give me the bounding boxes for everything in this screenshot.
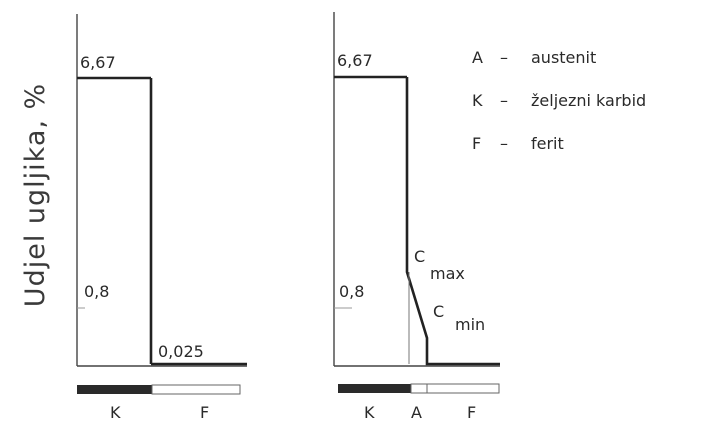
- right-bar-karbid: [338, 384, 411, 393]
- c-min-sub: min: [455, 315, 485, 334]
- legend-key-f: F: [472, 134, 481, 153]
- left-bar-karbid: [77, 385, 152, 394]
- legend-text-k: željezni karbid: [531, 91, 646, 110]
- legend-text-a: austenit: [531, 48, 596, 67]
- left-panel: 6,67 0,8 0,025 K F: [76, 14, 247, 422]
- left-value-low: 0,025: [158, 342, 204, 361]
- c-min-letter: C: [433, 302, 444, 321]
- legend-dash-k: –: [500, 91, 508, 110]
- right-bar-ferit: [426, 383, 500, 394]
- legend-key-a: A: [472, 48, 483, 67]
- left-value-mid: 0,8: [84, 282, 109, 301]
- right-bar-label-f: F: [467, 403, 476, 422]
- left-value-top: 6,67: [80, 53, 116, 72]
- left-bar-label-k: K: [110, 403, 121, 422]
- y-axis-label: Udjel ugljika, %: [20, 83, 51, 307]
- left-bar-label-f: F: [200, 403, 209, 422]
- right-bar-austenit: [410, 383, 428, 394]
- legend-dash-a: –: [500, 48, 508, 67]
- legend-text-f: ferit: [531, 134, 564, 153]
- left-bar-ferit: [151, 384, 241, 395]
- legend: A – austenit K – željezni karbid F – fer…: [472, 48, 646, 153]
- right-bar-label-a: A: [411, 403, 422, 422]
- right-value-top: 6,67: [337, 51, 373, 70]
- legend-dash-f: –: [500, 134, 508, 153]
- right-value-mid: 0,8: [339, 282, 364, 301]
- right-bar-label-k: K: [364, 403, 375, 422]
- right-panel: 6,67 0,8 C max C min K A F: [333, 12, 500, 422]
- legend-key-k: K: [472, 91, 483, 110]
- c-max-sub: max: [430, 264, 465, 283]
- c-max-letter: C: [414, 247, 425, 266]
- right-profile-line: [405, 77, 500, 366]
